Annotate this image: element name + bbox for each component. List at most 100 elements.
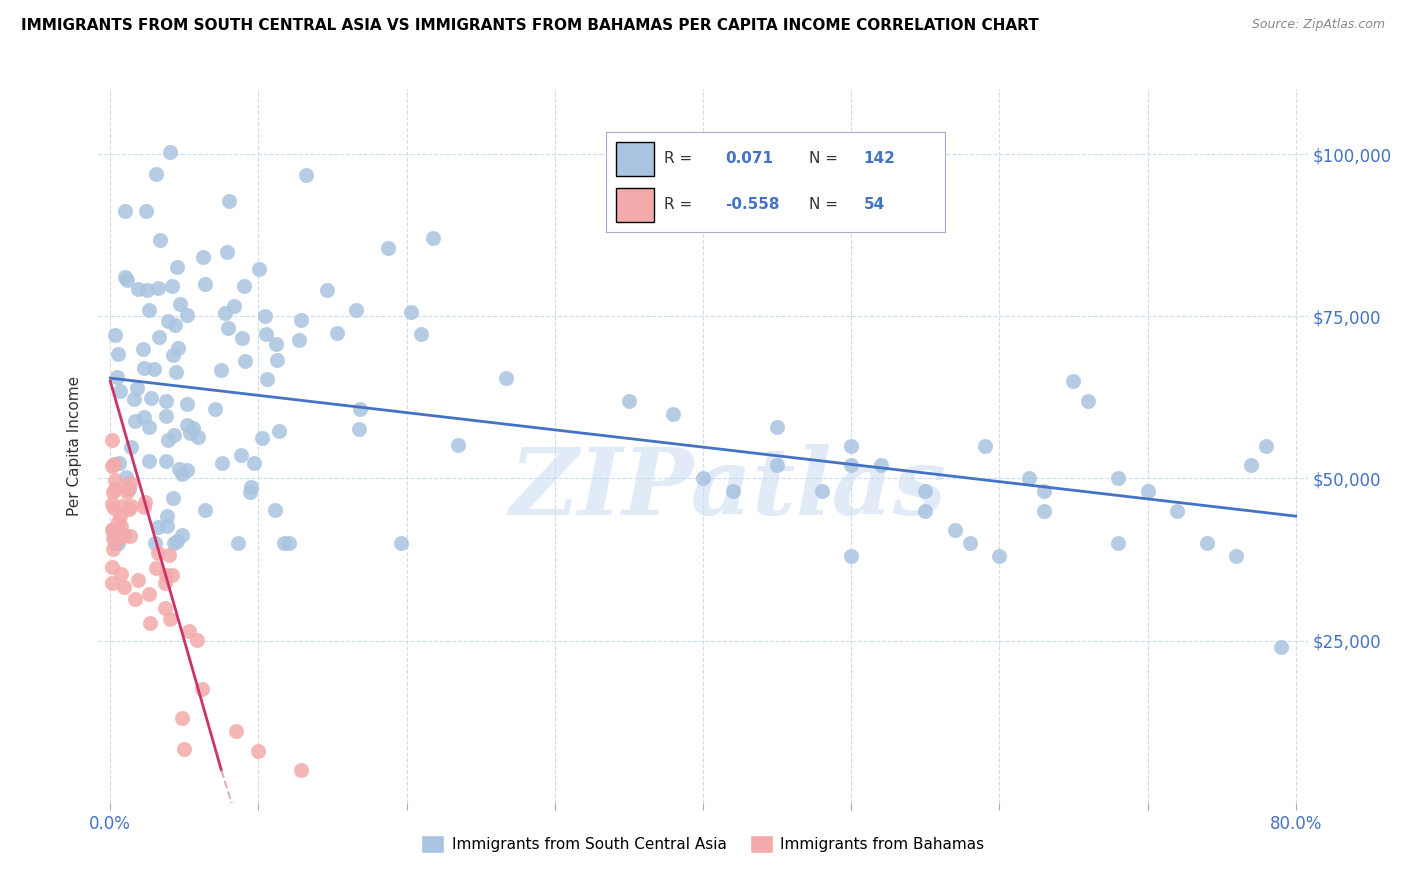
Point [107, 456, 129, 470]
Point [163, 428, 186, 442]
Point [988, 549, 1011, 564]
Point [162, 348, 184, 362]
Point [1254, 439, 1277, 453]
Point [156, 519, 179, 533]
Text: 142: 142 [863, 152, 896, 167]
Point [235, 354, 257, 368]
Point [127, 282, 149, 296]
Point [163, 318, 186, 333]
Point [215, 245, 238, 260]
Point [170, 711, 193, 725]
Point [1107, 471, 1129, 485]
Point [181, 421, 204, 435]
Point [721, 484, 744, 499]
Point [959, 536, 981, 550]
Point [124, 414, 146, 428]
Point [120, 499, 142, 513]
Point [162, 491, 184, 505]
Point [104, 536, 127, 550]
Point [179, 425, 201, 440]
Point [105, 532, 128, 546]
Point [239, 480, 262, 494]
Text: ZIPatlas: ZIPatlas [509, 444, 946, 533]
Text: -0.558: -0.558 [724, 197, 779, 212]
Point [146, 281, 169, 295]
Point [120, 475, 142, 490]
Point [839, 458, 862, 473]
Point [217, 321, 239, 335]
Point [104, 529, 127, 543]
Point [103, 457, 125, 471]
Point [104, 327, 127, 342]
Point [160, 279, 183, 293]
Point [107, 515, 129, 529]
Point [839, 439, 862, 453]
Point [156, 433, 179, 447]
Point [277, 536, 299, 550]
Point [377, 241, 399, 255]
Point [1240, 458, 1263, 473]
Y-axis label: Per Capita Income: Per Capita Income [67, 376, 83, 516]
Point [166, 260, 188, 275]
Point [155, 454, 177, 468]
Point [239, 485, 262, 500]
Point [256, 372, 278, 386]
Point [120, 440, 142, 454]
Point [231, 331, 253, 345]
Point [1136, 484, 1159, 499]
Point [100, 458, 122, 473]
Point [157, 313, 180, 327]
Point [218, 194, 240, 208]
Point [112, 528, 135, 542]
FancyBboxPatch shape [616, 188, 654, 222]
Point [111, 499, 134, 513]
Point [165, 365, 187, 379]
Point [810, 484, 832, 499]
Text: N =: N = [810, 197, 844, 212]
Point [138, 303, 160, 318]
Point [1077, 393, 1099, 408]
Point [100, 523, 122, 537]
Point [273, 536, 295, 550]
Text: R =: R = [664, 197, 697, 212]
Point [495, 370, 517, 384]
Text: 0.071: 0.071 [724, 152, 773, 167]
Point [139, 616, 162, 631]
Point [100, 576, 122, 591]
Point [148, 519, 170, 533]
Point [256, 326, 278, 341]
Point [139, 392, 162, 406]
Point [662, 407, 685, 421]
Point [290, 312, 312, 326]
Point [447, 438, 470, 452]
Point [169, 297, 191, 311]
Point [138, 454, 160, 468]
Point [839, 549, 862, 564]
Point [288, 333, 311, 347]
Point [159, 145, 181, 159]
Point [176, 417, 198, 432]
Point [153, 600, 176, 615]
Point [155, 567, 177, 582]
Point [422, 231, 444, 245]
Point [232, 279, 254, 293]
Point [204, 401, 226, 416]
Point [132, 500, 155, 515]
Point [118, 483, 141, 497]
Point [132, 409, 155, 424]
Point [290, 764, 312, 778]
Point [108, 508, 131, 523]
Point [692, 471, 714, 485]
Point [101, 541, 124, 556]
Point [120, 528, 142, 542]
Point [117, 481, 139, 495]
Point [266, 353, 288, 368]
Point [124, 591, 146, 606]
Point [194, 277, 217, 292]
Point [914, 484, 936, 499]
Point [138, 587, 160, 601]
Point [153, 575, 176, 590]
Point [914, 504, 936, 518]
Point [173, 741, 195, 756]
Point [114, 470, 136, 484]
